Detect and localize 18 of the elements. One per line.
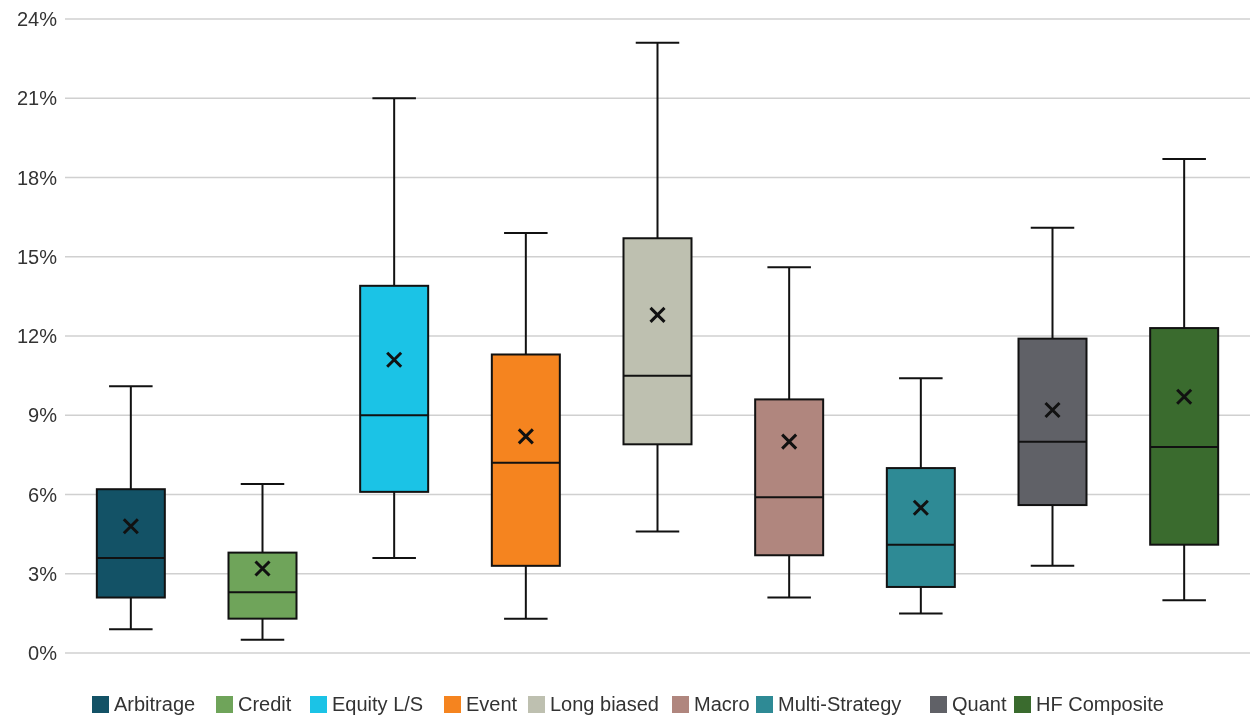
y-tick-label: 15% [16, 245, 58, 268]
y-tick-label: 0% [28, 642, 58, 664]
y-tick-label: 9% [28, 404, 58, 427]
legend-label: Equity L/S [332, 693, 424, 715]
y-tick-label: 12% [16, 325, 58, 347]
y-tick-label: 21% [16, 87, 58, 110]
legend-label: Long biased [550, 693, 659, 715]
legend-label: HF Composite [1036, 693, 1164, 715]
y-tick-label: 18% [16, 166, 58, 189]
legend-label: Event [466, 693, 518, 715]
legend-label: Credit [238, 693, 292, 715]
y-tick-label: 24% [16, 8, 58, 30]
legend-label: Macro [694, 693, 750, 715]
legend-label: Quant [952, 693, 1007, 715]
legend-label: Arbitrage [114, 693, 196, 715]
y-tick-label: 6% [28, 483, 58, 506]
legend-label: Multi-Strategy [778, 693, 902, 715]
y-tick-label: 3% [28, 562, 58, 585]
